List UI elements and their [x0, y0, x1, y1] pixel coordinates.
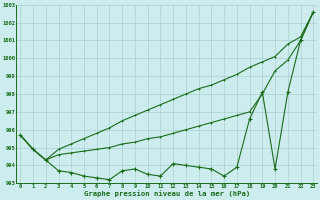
X-axis label: Graphe pression niveau de la mer (hPa): Graphe pression niveau de la mer (hPa) — [84, 190, 250, 197]
